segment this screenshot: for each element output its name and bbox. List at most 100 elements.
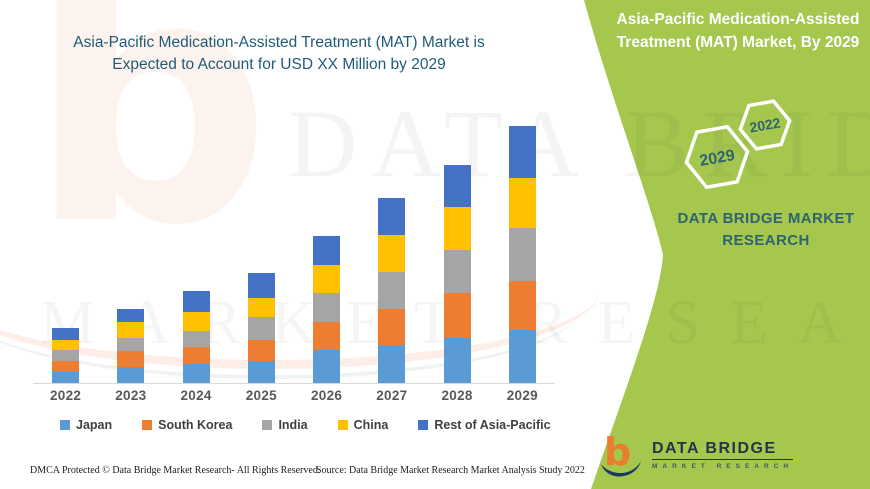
- legend-item-india: India: [262, 418, 308, 432]
- bar-segment-2023-japan: [117, 367, 145, 383]
- hexagon-2022: 2022: [738, 99, 792, 151]
- hexagon-2029-outline: [684, 124, 750, 190]
- panel-title-line2: Treatment (MAT) Market, By 2029: [616, 34, 860, 51]
- bar-2022: [52, 328, 80, 383]
- stacked-bar-chart: [33, 120, 555, 383]
- legend-item-rest-of-asia-pacific: Rest of Asia-Pacific: [418, 418, 551, 432]
- svg-text:b: b: [604, 431, 631, 474]
- legend-label: Rest of Asia-Pacific: [434, 418, 551, 432]
- bar-segment-2028-india: [443, 250, 471, 293]
- bar-segment-2024-china: [182, 312, 210, 331]
- brand-wordmark-line2: RESEARCH: [722, 232, 810, 249]
- bar-2024: [182, 291, 210, 383]
- x-tick-2025: 2025: [245, 388, 277, 403]
- x-axis-labels: 2022 2023 2024 2025 2026 2027 2028 2029: [33, 388, 555, 403]
- bar-segment-2022-china: [52, 340, 80, 350]
- bar-segment-2025-rest-of-asia-pacific: [247, 273, 275, 298]
- bar-segment-2027-south-korea: [378, 309, 406, 345]
- hexagon-badges: 2029 2022: [684, 99, 792, 190]
- x-tick-2022: 2022: [50, 388, 82, 403]
- bar-segment-2022-japan: [52, 372, 80, 383]
- bar-segment-2025-south-korea: [247, 340, 275, 361]
- x-tick-2024: 2024: [180, 388, 212, 403]
- bar-segment-2022-south-korea: [52, 361, 80, 372]
- company-logo: b DATA BRIDGE MARKET RESEARCH: [598, 431, 794, 479]
- legend-swatch-icon: [142, 420, 153, 430]
- hexagon-2029: 2029: [684, 124, 750, 190]
- legend-item-south-korea: South Korea: [142, 418, 232, 432]
- logo-text-block: DATA BRIDGE MARKET RESEARCH: [652, 440, 794, 470]
- legend-label: India: [278, 418, 308, 432]
- bar-segment-2022-rest-of-asia-pacific: [52, 328, 80, 340]
- bar-2027: [378, 198, 406, 383]
- watermark-swoosh-arc: [0, 210, 600, 369]
- bar-segment-2023-china: [117, 322, 145, 338]
- legend-swatch-icon: [337, 420, 348, 430]
- legend-item-japan: Japan: [60, 418, 112, 432]
- chart-legend: Japan South Korea India China Rest of Asia-P…: [60, 418, 551, 432]
- brand-wordmark: DATA BRIDGE MARKET RESEARCH: [650, 208, 870, 252]
- watermark-text-line2: MARKET RESEARCH: [40, 289, 870, 357]
- watermark-text-line1: DATA BRIDGE: [288, 90, 870, 197]
- bar-segment-2026-china: [313, 265, 341, 293]
- bar-segment-2023-india: [117, 338, 145, 351]
- bar-segment-2029-rest-of-asia-pacific: [508, 126, 536, 178]
- panel-title: Asia-Pacific Medication-Assisted Treatme…: [612, 8, 864, 54]
- panel-title-line1: Asia-Pacific Medication-Assisted: [616, 11, 860, 28]
- chart-title-line2: Expected to Account for USD XX Million b…: [112, 56, 446, 73]
- bar-segment-2025-japan: [247, 361, 275, 383]
- logo-name: DATA BRIDGE: [652, 440, 794, 460]
- hexagon-2022-outline: [738, 99, 792, 151]
- source-citation: Source: Data Bridge Market Research Mark…: [316, 465, 585, 476]
- bar-segment-2026-south-korea: [313, 322, 341, 350]
- bar-2029: [508, 126, 536, 383]
- x-tick-2023: 2023: [115, 388, 147, 403]
- legend-swatch-icon: [418, 420, 429, 430]
- x-tick-2027: 2027: [376, 388, 408, 403]
- bar-segment-2028-japan: [443, 338, 471, 383]
- bar-segment-2026-rest-of-asia-pacific: [313, 236, 341, 265]
- bar-segment-2023-south-korea: [117, 351, 145, 367]
- logo-subtitle: MARKET RESEARCH: [652, 463, 794, 470]
- hexagon-2022-label: 2022: [748, 114, 782, 135]
- bar-2028: [443, 165, 471, 383]
- bar-segment-2027-china: [378, 235, 406, 272]
- bar-segment-2029-india: [508, 228, 536, 281]
- green-panel-shape: [584, 0, 870, 489]
- chart-title: Asia-Pacific Medication-Assisted Treatme…: [40, 32, 518, 76]
- x-axis-line: [33, 383, 555, 384]
- bar-segment-2028-south-korea: [443, 293, 471, 338]
- x-tick-2029: 2029: [506, 388, 538, 403]
- bar-segment-2028-china: [443, 207, 471, 250]
- bar-segment-2029-china: [508, 178, 536, 228]
- legend-label: South Korea: [158, 418, 233, 432]
- bar-segment-2023-rest-of-asia-pacific: [117, 309, 145, 322]
- bar-segment-2027-india: [378, 272, 406, 309]
- bar-2023: [117, 309, 145, 383]
- bar-segment-2026-india: [313, 293, 341, 322]
- bar-segment-2026-japan: [313, 350, 341, 383]
- bar-segment-2025-india: [247, 317, 275, 340]
- bar-segment-2022-india: [52, 350, 80, 361]
- dmca-notice: DMCA Protected © Data Bridge Market Rese…: [30, 465, 321, 476]
- x-tick-2028: 2028: [441, 388, 473, 403]
- legend-label: Japan: [76, 418, 113, 432]
- bar-segment-2024-south-korea: [182, 347, 210, 364]
- bar-segment-2028-rest-of-asia-pacific: [443, 165, 471, 207]
- bar-segment-2029-japan: [508, 330, 536, 383]
- hexagon-2029-label: 2029: [698, 147, 736, 170]
- legend-swatch-icon: [262, 420, 273, 430]
- chart-title-line1: Asia-Pacific Medication-Assisted Treatme…: [73, 34, 485, 51]
- watermark-swoosh-arc-2: [0, 235, 580, 379]
- bar-segment-2027-japan: [378, 345, 406, 383]
- bar-segment-2024-rest-of-asia-pacific: [182, 291, 210, 312]
- bar-2026: [313, 236, 341, 383]
- x-tick-2026: 2026: [311, 388, 343, 403]
- bar-2025: [247, 273, 275, 383]
- legend-label: China: [353, 418, 389, 432]
- legend-swatch-icon: [60, 420, 70, 430]
- bar-segment-2027-rest-of-asia-pacific: [378, 198, 406, 235]
